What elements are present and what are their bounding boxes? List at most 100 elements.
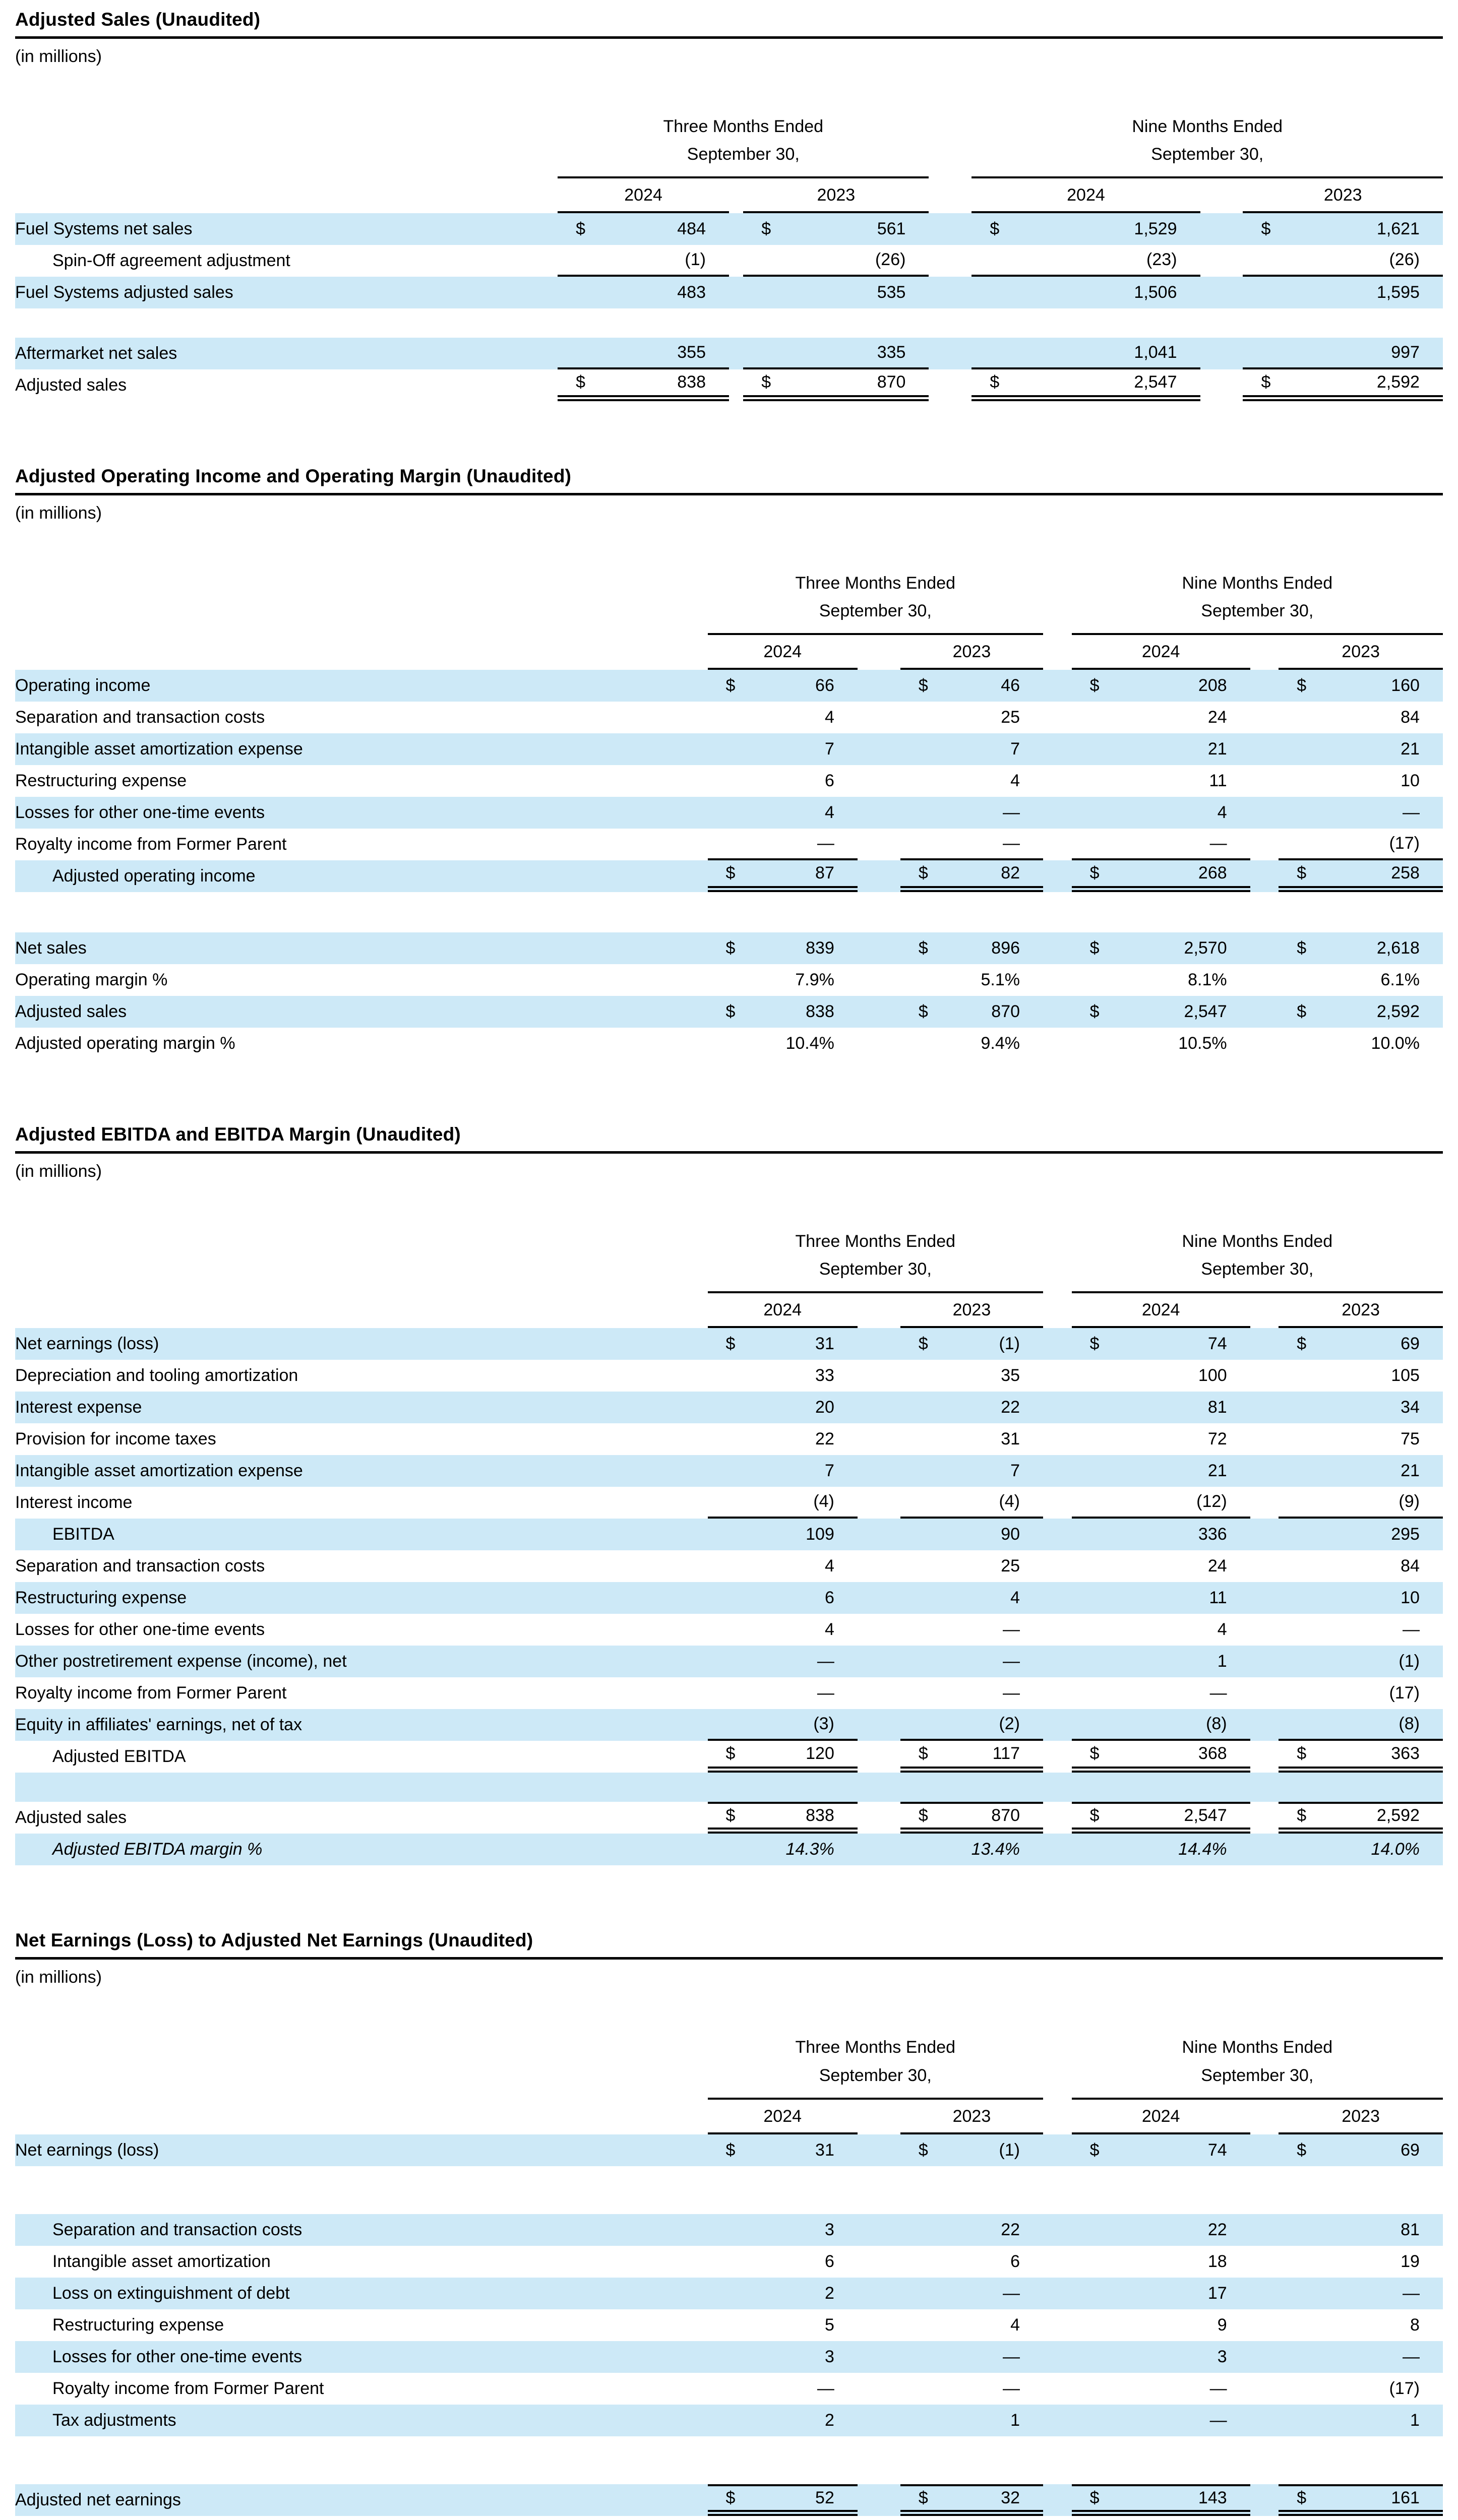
- value-cell: $1,529: [971, 213, 1200, 245]
- table-row: Separation and transaction costs 3 22 22 81: [15, 2214, 1443, 2246]
- spacer-row: [15, 1773, 1443, 1802]
- value-cell: 336: [1072, 1519, 1250, 1550]
- column-group-header-line: September 30,: [1201, 1259, 1314, 1279]
- column-header: 2024: [971, 178, 1200, 214]
- value-cell: 9: [1072, 2309, 1250, 2341]
- value: 25: [1001, 708, 1020, 727]
- table-row: Royalty income from Former Parent — — — (17): [15, 829, 1443, 861]
- value-cell: (4): [707, 1487, 858, 1519]
- dollar-sign: $: [761, 372, 771, 392]
- value: 35: [1001, 1366, 1020, 1385]
- value-cell: —: [1279, 1614, 1443, 1646]
- value: 21: [1207, 739, 1227, 759]
- row-label: Net earnings (loss): [15, 2140, 159, 2160]
- value: 7: [1010, 739, 1020, 759]
- table-row: Separation and transaction costs 4 25 24 84: [15, 702, 1443, 733]
- value: —: [1402, 2347, 1420, 2366]
- table-row: Adjusted sales $838 $870 $2,547 $2,592: [15, 996, 1443, 1028]
- value: 24: [1207, 1556, 1227, 1576]
- value-cell: 90: [900, 1519, 1043, 1550]
- value: 31: [1001, 1429, 1020, 1449]
- column-header: 2023: [1279, 635, 1443, 670]
- column-group-header: Three Months Ended September 30,: [558, 113, 929, 179]
- value-cell: 7: [900, 733, 1043, 765]
- value: 6.1%: [1380, 970, 1420, 990]
- section-adjusted-ebitda: Adjusted EBITDA and EBITDA Margin (Unaud…: [15, 1124, 1443, 1866]
- value-cell: 19: [1279, 2246, 1443, 2278]
- column-group-header-line: Nine Months Ended: [1182, 2038, 1333, 2057]
- table-row: Net sales $839 $896 $2,570 $2,618: [15, 932, 1443, 965]
- value: 31: [815, 2140, 834, 2160]
- dollar-sign: $: [725, 2140, 736, 2160]
- value: 838: [677, 372, 706, 392]
- value-cell: 35: [900, 1360, 1043, 1392]
- column-group-header: Three Months Ended September 30,: [707, 1228, 1044, 1294]
- value-cell: $31: [708, 2134, 858, 2166]
- table-adjusted-ebitda: Three Months Ended September 30, Nine Mont…: [15, 1228, 1443, 1866]
- dollar-sign: $: [725, 863, 736, 883]
- value: 2,547: [1134, 372, 1177, 392]
- value: —: [817, 1652, 834, 1671]
- spacer-row: [15, 2436, 1443, 2484]
- value-cell: (23): [971, 245, 1200, 277]
- column-header: 2024: [1071, 1293, 1250, 1329]
- row-label: Royalty income from Former Parent: [15, 835, 287, 854]
- row-label: Adjusted sales: [15, 1002, 127, 1022]
- table-net-earnings-to-adjusted-net-earnings: Three Months Ended September 30, Nine Mont…: [15, 2034, 1443, 2516]
- value: (26): [1389, 250, 1420, 270]
- dollar-sign: $: [1089, 1334, 1100, 1354]
- value: 25: [1001, 1556, 1020, 1576]
- value: (26): [875, 250, 906, 270]
- value-cell: 10: [1279, 765, 1443, 797]
- table-row: Royalty income from Former Parent — — — (17): [15, 2373, 1443, 2405]
- year-header-row: 2024 2023 2024 2023: [15, 2100, 1443, 2134]
- dollar-sign: $: [1089, 1806, 1100, 1825]
- value-cell: —: [900, 2341, 1043, 2373]
- value-cell: 34: [1279, 1392, 1443, 1423]
- value: 10: [1401, 1588, 1420, 1608]
- value-cell: —: [708, 1677, 858, 1709]
- value-cell: 14.3%: [708, 1834, 858, 1865]
- value: 52: [815, 2488, 834, 2507]
- value-cell: 2: [708, 2278, 858, 2309]
- value-cell: $896: [900, 932, 1043, 964]
- column-group-header-row: Three Months Ended September 30, Nine Mont…: [15, 2034, 1443, 2100]
- column-group-header-line: Three Months Ended: [795, 2038, 956, 2057]
- value-cell: 9.4%: [900, 1028, 1043, 1059]
- value: —: [1209, 2410, 1227, 2430]
- value: 7: [1010, 1461, 1020, 1481]
- value-cell: —: [1279, 797, 1443, 829]
- value-cell: 22: [900, 2214, 1043, 2246]
- value-cell: 84: [1279, 1550, 1443, 1582]
- table-row: Restructuring expense 6 4 11 10: [15, 1582, 1443, 1614]
- value: (1): [999, 2140, 1020, 2160]
- value-cell: $1,621: [1243, 213, 1442, 245]
- value: 4: [824, 1556, 834, 1576]
- row-label: Adjusted EBITDA margin %: [52, 1840, 263, 1859]
- dollar-sign: $: [1297, 938, 1307, 958]
- row-label: Net earnings (loss): [15, 1334, 159, 1354]
- value: 368: [1198, 1744, 1227, 1763]
- value-cell: 8: [1279, 2309, 1443, 2341]
- value-cell: $82: [900, 860, 1044, 893]
- dollar-sign: $: [576, 372, 586, 392]
- value: 84: [1401, 1556, 1420, 1576]
- value-cell: 18: [1072, 2246, 1250, 2278]
- dollar-sign: $: [918, 1806, 928, 1825]
- value-cell: 8.1%: [1072, 964, 1250, 996]
- value: 3: [824, 2347, 834, 2366]
- value-cell: —: [900, 1614, 1043, 1646]
- value-cell: $484: [558, 213, 729, 245]
- value: 4: [1010, 1588, 1020, 1608]
- value-cell: —: [1072, 1677, 1250, 1709]
- value: 1,595: [1376, 283, 1420, 302]
- value: 870: [991, 1002, 1020, 1022]
- dollar-sign: $: [725, 938, 736, 958]
- row-label: Adjusted operating income: [52, 866, 256, 886]
- value: 90: [1001, 1525, 1020, 1544]
- dollar-sign: $: [725, 1744, 736, 1763]
- value: 72: [1207, 1429, 1227, 1449]
- value-cell: $363: [1279, 1741, 1443, 1773]
- column-group-header: Nine Months Ended September 30,: [1071, 2034, 1443, 2100]
- value: 336: [1198, 1525, 1227, 1544]
